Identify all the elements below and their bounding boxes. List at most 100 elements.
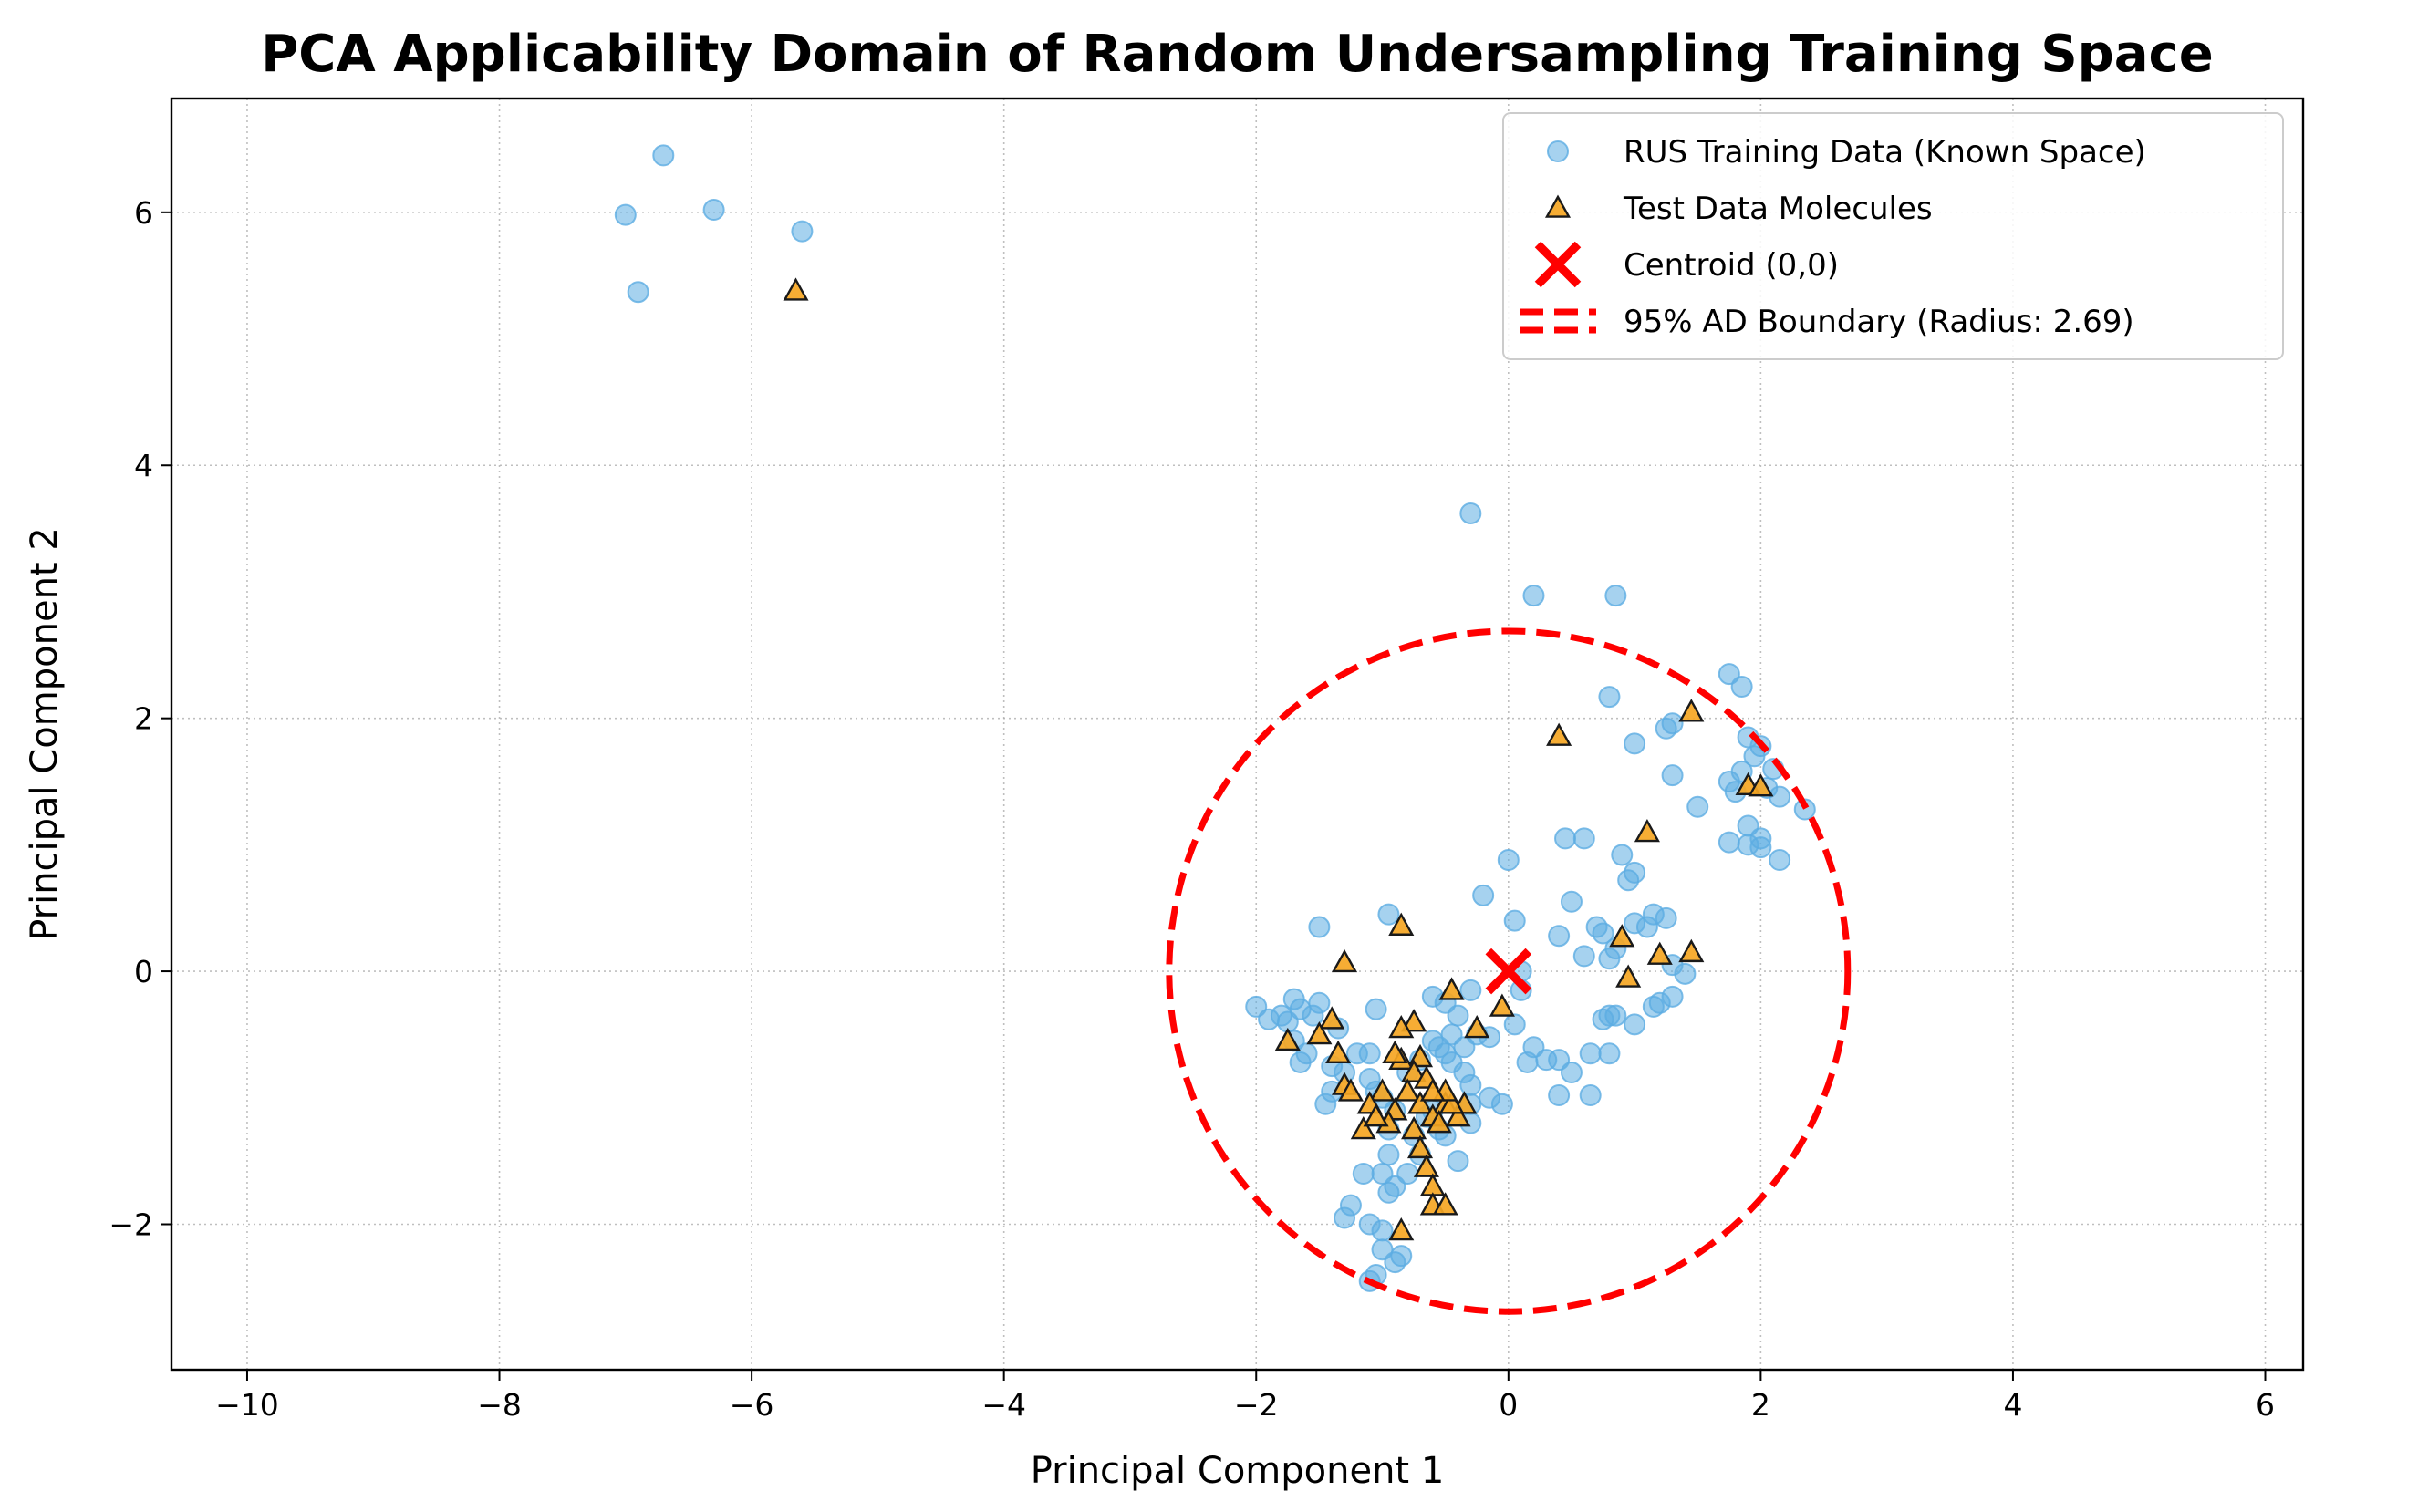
x-tick-label: −2 bbox=[1234, 1387, 1279, 1423]
test-point bbox=[1369, 1078, 1396, 1102]
test-point bbox=[1401, 1059, 1427, 1082]
legend-label: 95% AD Boundary (Radius: 2.69) bbox=[1624, 304, 2134, 340]
test-point bbox=[1382, 1040, 1408, 1064]
training-point bbox=[1497, 849, 1520, 872]
training-point bbox=[1479, 1086, 1501, 1109]
training-point bbox=[1459, 502, 1482, 524]
training-point bbox=[1245, 995, 1268, 1018]
training-point bbox=[1624, 912, 1646, 935]
training-point bbox=[1674, 962, 1697, 985]
training-point bbox=[1579, 1084, 1602, 1107]
test-point bbox=[1401, 1115, 1427, 1140]
training-point bbox=[1661, 712, 1684, 735]
test-point bbox=[1388, 912, 1415, 936]
x-tick-label: −10 bbox=[215, 1387, 279, 1423]
training-point bbox=[1314, 1093, 1337, 1115]
training-point bbox=[627, 281, 649, 304]
test-point bbox=[1438, 1091, 1465, 1114]
test-point bbox=[1395, 1078, 1421, 1102]
training-point bbox=[1503, 1013, 1526, 1036]
test-point bbox=[1426, 1110, 1452, 1134]
test-point bbox=[1388, 1015, 1415, 1039]
training-point bbox=[1459, 979, 1482, 1001]
training-point bbox=[1377, 903, 1400, 926]
test-point bbox=[1401, 1009, 1427, 1032]
test-point bbox=[1306, 1020, 1333, 1045]
x-tick-label: 0 bbox=[1499, 1387, 1518, 1423]
training-point bbox=[1604, 585, 1627, 607]
test-point bbox=[1350, 1115, 1376, 1140]
test-point bbox=[1432, 1192, 1458, 1216]
test-point bbox=[1337, 1078, 1364, 1102]
test-point bbox=[783, 277, 809, 301]
training-point bbox=[1686, 795, 1709, 818]
training-point bbox=[1743, 745, 1766, 768]
legend-label: RUS Training Data (Known Space) bbox=[1624, 134, 2146, 171]
training-point bbox=[1453, 1062, 1476, 1084]
x-tick-label: 4 bbox=[2003, 1387, 2022, 1423]
training-point bbox=[1769, 849, 1791, 872]
test-point bbox=[1615, 964, 1642, 988]
training-point bbox=[1548, 925, 1571, 948]
test-point bbox=[1406, 1091, 1434, 1114]
grid bbox=[171, 98, 2303, 1370]
legend-centroid-swatch bbox=[1534, 241, 1582, 288]
training-point bbox=[1730, 675, 1753, 698]
training-point bbox=[1377, 1144, 1400, 1166]
y-tick-label: 6 bbox=[134, 195, 153, 231]
test-point bbox=[1646, 941, 1673, 965]
legend-test-swatch bbox=[1544, 194, 1572, 218]
training-point bbox=[1560, 890, 1583, 913]
y-tick-label: −2 bbox=[109, 1206, 153, 1242]
test-point bbox=[1678, 699, 1705, 722]
training-point bbox=[1371, 1163, 1394, 1186]
x-axis-label: Principal Component 1 bbox=[1031, 1450, 1445, 1492]
chart-title: PCA Applicability Domain of Random Under… bbox=[261, 25, 2213, 84]
test-point bbox=[1464, 1015, 1490, 1039]
training-point bbox=[1611, 844, 1634, 866]
training-point bbox=[1390, 1245, 1413, 1268]
test-point bbox=[1678, 938, 1705, 963]
training-point bbox=[1554, 827, 1577, 850]
training-point bbox=[1345, 1042, 1368, 1065]
test-point bbox=[1445, 1103, 1471, 1127]
test-point bbox=[1325, 1040, 1352, 1064]
training-point bbox=[1427, 1036, 1450, 1059]
training-point bbox=[1598, 686, 1621, 709]
test-point bbox=[1609, 924, 1635, 948]
training-point bbox=[1661, 764, 1684, 787]
training-point bbox=[1289, 1051, 1312, 1073]
training-point bbox=[1655, 906, 1677, 929]
test-point bbox=[1363, 1103, 1389, 1127]
legend-training-swatch bbox=[1547, 140, 1569, 162]
training-point bbox=[1447, 1150, 1469, 1173]
training-point bbox=[1624, 861, 1646, 884]
axis-ticks: −10 −8 −6 −4 −2 0 2 4 6 −2 0 2 4 6 bbox=[109, 195, 2275, 1423]
training-point bbox=[1308, 916, 1331, 938]
test-point bbox=[1438, 977, 1465, 1000]
x-tick-label: −8 bbox=[477, 1387, 522, 1423]
y-tick-label: 2 bbox=[134, 701, 153, 737]
training-point bbox=[1749, 836, 1772, 859]
x-tick-label: −4 bbox=[981, 1387, 1026, 1423]
training-point bbox=[1598, 948, 1621, 970]
training-point bbox=[1718, 831, 1740, 854]
training-point bbox=[1371, 1219, 1394, 1242]
test-point bbox=[1419, 1078, 1446, 1102]
training-point bbox=[1503, 909, 1526, 932]
x-tick-label: 6 bbox=[2256, 1387, 2275, 1423]
test-point bbox=[1388, 1217, 1415, 1241]
training-point bbox=[1642, 995, 1665, 1018]
test-point bbox=[1406, 1134, 1434, 1159]
training-point bbox=[1352, 1163, 1375, 1186]
training-point bbox=[614, 203, 637, 226]
test-point bbox=[1748, 773, 1774, 797]
training-point bbox=[1535, 1049, 1558, 1072]
legend-label: Test Data Molecules bbox=[1623, 191, 1933, 227]
training-point bbox=[1472, 884, 1495, 906]
training-point bbox=[1604, 1004, 1627, 1027]
test-point bbox=[1413, 1154, 1439, 1177]
training-point bbox=[1598, 1042, 1621, 1065]
training-point bbox=[791, 220, 814, 243]
